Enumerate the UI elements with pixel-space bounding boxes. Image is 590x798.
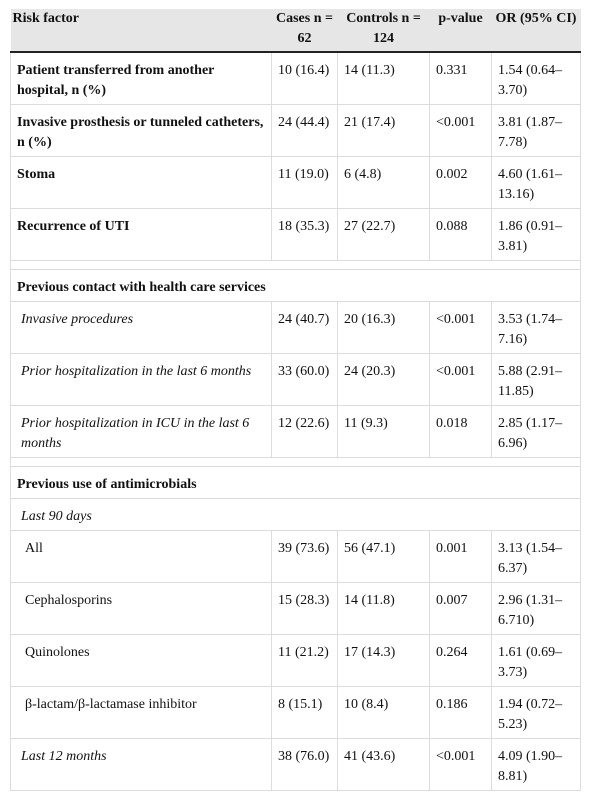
table-row: Patient transferred from another hospita… [10, 51, 581, 105]
or-cell: 1.94 (0.72–5.23) [491, 686, 581, 739]
row-label: Invasive procedures [10, 301, 272, 354]
row-label: Prior hospitalization in the last 6 mont… [10, 353, 272, 406]
controls-cell: 14 (11.8) [337, 582, 430, 635]
section-heading: Previous use of antimicrobials [10, 466, 581, 499]
cases-cell: 15 (28.3) [271, 582, 338, 635]
table-row: Cephalosporins 15 (28.3) 14 (11.8) 0.007… [10, 582, 581, 635]
risk-factor-table: Risk factor Cases n = 62 Controls n = 12… [10, 9, 581, 791]
row-label: Patient transferred from another hospita… [10, 51, 272, 105]
controls-cell: 10 (8.4) [337, 686, 430, 739]
or-cell: 3.81 (1.87–7.78) [491, 104, 581, 157]
cases-cell: 24 (40.7) [271, 301, 338, 354]
header-cases: Cases n = 62 [271, 9, 338, 53]
p-value-cell: 0.002 [429, 156, 492, 209]
table-row: Prior hospitalization in the last 6 mont… [10, 353, 581, 406]
table-row: Last 12 months 38 (76.0) 41 (43.6) <0.00… [10, 738, 581, 791]
p-value-cell: 0.001 [429, 530, 492, 583]
subsection-row-90-days: Last 90 days [10, 498, 581, 531]
p-value-cell: 0.018 [429, 405, 492, 458]
controls-cell: 21 (17.4) [337, 104, 430, 157]
row-label: Invasive prosthesis or tunneled catheter… [10, 104, 272, 157]
or-cell: 3.13 (1.54–6.37) [491, 530, 581, 583]
header-controls: Controls n = 124 [337, 9, 430, 53]
p-value-cell: 0.264 [429, 634, 492, 687]
or-cell: 4.60 (1.61–13.16) [491, 156, 581, 209]
cases-cell: 11 (19.0) [271, 156, 338, 209]
table-row: All 39 (73.6) 56 (47.1) 0.001 3.13 (1.54… [10, 530, 581, 583]
cases-cell: 33 (60.0) [271, 353, 338, 406]
or-cell: 1.54 (0.64–3.70) [491, 51, 581, 105]
row-label: β-lactam/β-lactamase inhibitor [10, 686, 272, 739]
p-value-cell: 0.088 [429, 208, 492, 261]
row-label: Recurrence of UTI [10, 208, 272, 261]
row-label: All [10, 530, 272, 583]
or-cell: 4.09 (1.90–8.81) [491, 738, 581, 791]
p-value-cell: 0.331 [429, 51, 492, 105]
cases-cell: 8 (15.1) [271, 686, 338, 739]
or-cell: 5.88 (2.91–11.85) [491, 353, 581, 406]
row-label: Cephalosporins [10, 582, 272, 635]
or-cell: 2.85 (1.17–6.96) [491, 405, 581, 458]
controls-cell: 27 (22.7) [337, 208, 430, 261]
table-row: β-lactam/β-lactamase inhibitor 8 (15.1) … [10, 686, 581, 739]
header-p-value: p-value [429, 9, 492, 53]
p-value-cell: <0.001 [429, 301, 492, 354]
controls-cell: 14 (11.3) [337, 51, 430, 105]
controls-cell: 20 (16.3) [337, 301, 430, 354]
table-row: Quinolones 11 (21.2) 17 (14.3) 0.264 1.6… [10, 634, 581, 687]
header-risk-factor: Risk factor [10, 9, 272, 53]
table-row: Prior hospitalization in ICU in the last… [10, 405, 581, 458]
cases-cell: 39 (73.6) [271, 530, 338, 583]
table-row: Recurrence of UTI 18 (35.3) 27 (22.7) 0.… [10, 208, 581, 261]
header-or: OR (95% CI) [491, 9, 581, 53]
section-row-antimicrobials: Previous use of antimicrobials [10, 466, 581, 499]
controls-cell: 17 (14.3) [337, 634, 430, 687]
p-value-cell: <0.001 [429, 353, 492, 406]
table-header: Risk factor Cases n = 62 Controls n = 12… [10, 9, 581, 53]
or-cell: 2.96 (1.31–6.710) [491, 582, 581, 635]
cases-cell: 11 (21.2) [271, 634, 338, 687]
table-row: Invasive procedures 24 (40.7) 20 (16.3) … [10, 301, 581, 354]
or-cell: 1.61 (0.69–3.73) [491, 634, 581, 687]
p-value-cell: <0.001 [429, 104, 492, 157]
table-row: Stoma 11 (19.0) 6 (4.8) 0.002 4.60 (1.61… [10, 156, 581, 209]
controls-cell: 56 (47.1) [337, 530, 430, 583]
or-cell: 3.53 (1.74–7.16) [491, 301, 581, 354]
section-heading: Previous contact with health care servic… [10, 269, 581, 302]
controls-cell: 24 (20.3) [337, 353, 430, 406]
subsection-heading: Last 90 days [10, 498, 581, 531]
cases-cell: 10 (16.4) [271, 51, 338, 105]
or-cell: 1.86 (0.91–3.81) [491, 208, 581, 261]
spacer-row [10, 457, 581, 467]
cases-cell: 18 (35.3) [271, 208, 338, 261]
controls-cell: 6 (4.8) [337, 156, 430, 209]
row-label: Last 12 months [10, 738, 272, 791]
controls-cell: 41 (43.6) [337, 738, 430, 791]
p-value-cell: 0.186 [429, 686, 492, 739]
cases-cell: 38 (76.0) [271, 738, 338, 791]
p-value-cell: <0.001 [429, 738, 492, 791]
cases-cell: 24 (44.4) [271, 104, 338, 157]
risk-factor-table-container: Risk factor Cases n = 62 Controls n = 12… [10, 9, 581, 791]
cases-cell: 12 (22.6) [271, 405, 338, 458]
row-label: Quinolones [10, 634, 272, 687]
spacer-row [10, 260, 581, 270]
row-label: Prior hospitalization in ICU in the last… [10, 405, 272, 458]
table-row: Invasive prosthesis or tunneled catheter… [10, 104, 581, 157]
row-label: Stoma [10, 156, 272, 209]
controls-cell: 11 (9.3) [337, 405, 430, 458]
section-row-health: Previous contact with health care servic… [10, 269, 581, 302]
p-value-cell: 0.007 [429, 582, 492, 635]
